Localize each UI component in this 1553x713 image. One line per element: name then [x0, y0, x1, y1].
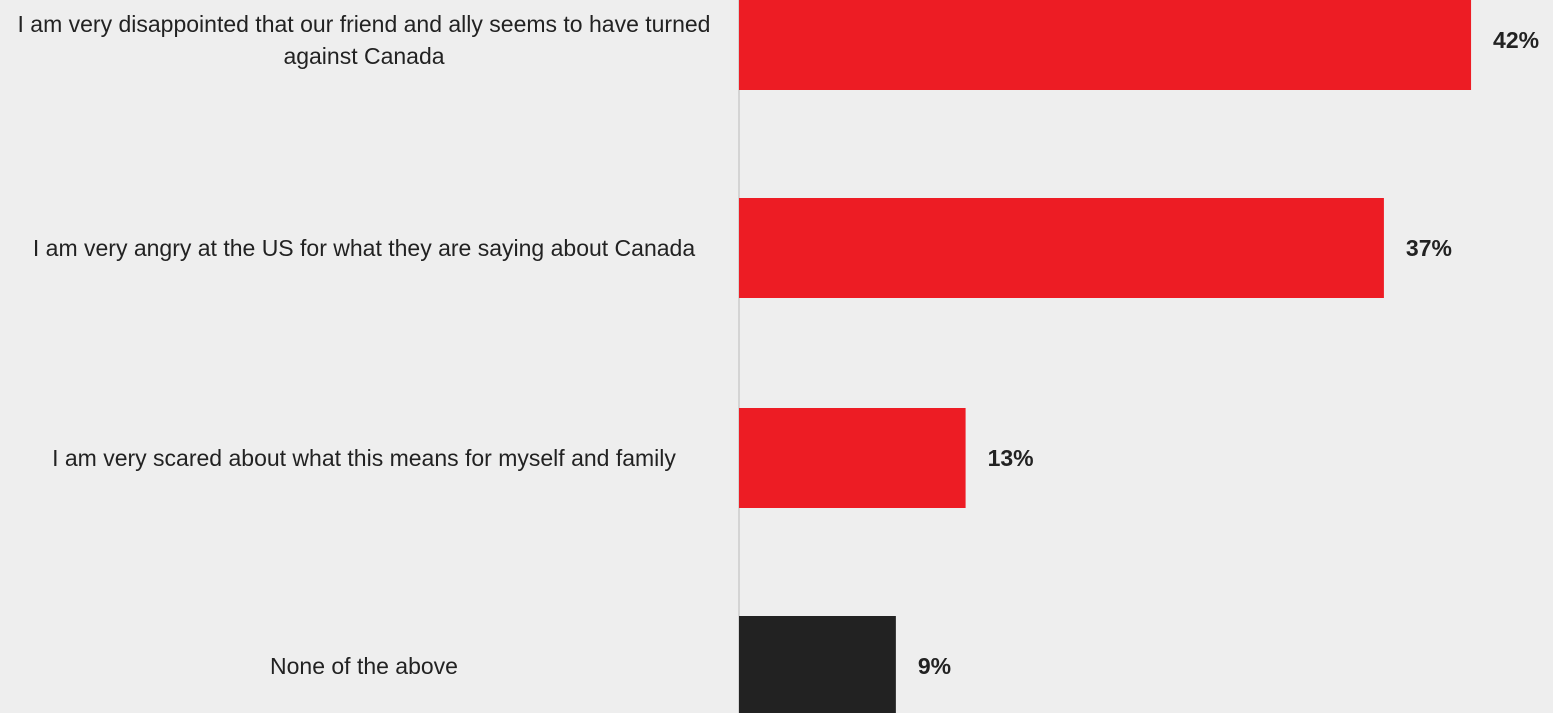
- value-label-4: 9%: [917, 653, 952, 679]
- bar-1: [739, 0, 1472, 90]
- bar-4: [739, 616, 896, 713]
- category-label-1: I am very disappointed that our friend a…: [17, 11, 711, 69]
- value-label-1: 42%: [1493, 27, 1540, 53]
- bar-3: [739, 408, 966, 508]
- value-label-2: 37%: [1405, 235, 1452, 261]
- category-label-4: None of the above: [270, 653, 458, 679]
- value-label-3: 13%: [987, 445, 1034, 471]
- bar-2: [739, 198, 1384, 298]
- category-label-3: I am very scared about what this means f…: [52, 445, 676, 471]
- category-label-2: I am very angry at the US for what they …: [32, 235, 696, 261]
